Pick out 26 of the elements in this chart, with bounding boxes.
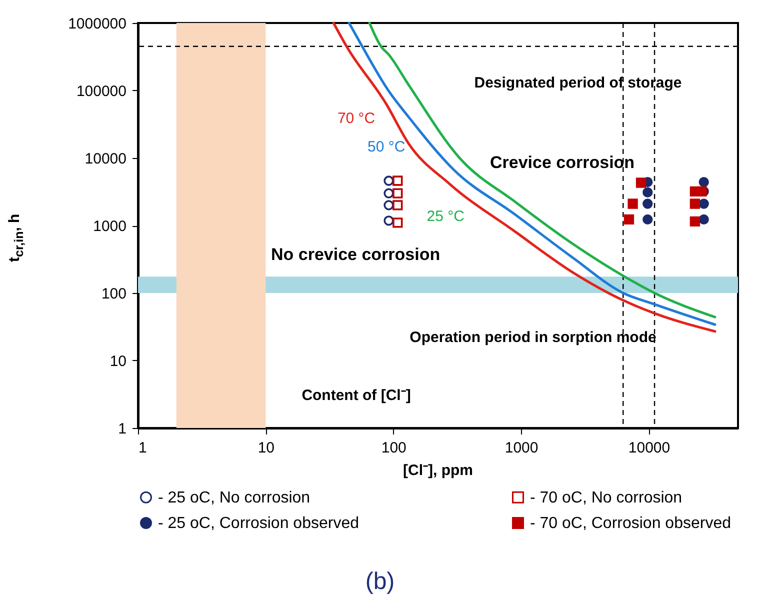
x-tick-label: 1000 [504,440,538,456]
y-tick-label: 100000 [76,83,126,100]
x-tick-label: 1 [138,440,147,456]
ref-line-label: Designated period of storage [474,74,682,92]
y-tick-label: 1 [118,420,126,438]
annotation: No crevice corrosion [271,245,440,264]
band-label: Operation period in sorption mode [410,329,656,346]
y-tick-label: 10 [110,353,126,370]
x-axis-title: [Cl⁻], ppm [403,462,473,479]
legend-label: - 25 oC, No corrosion [158,489,310,506]
x-tick-label: 10 [258,440,275,456]
legend-label: - 70 oC, Corrosion observed [530,515,731,532]
x-tick-label: 10000 [628,440,670,456]
legend-label: - 25 oC, Corrosion observed [158,515,359,532]
text: 25 °C [426,208,465,225]
annotation: Crevice corrosion [490,153,635,172]
series-label: 50 °C [368,138,406,156]
y-tick-label: 1000 [93,218,126,235]
band-label: Content of [Cl⁻] [302,387,411,404]
text: (b) [364,568,396,596]
y-tick-label: 1000000 [68,16,126,32]
legend-label: - 70 oC, No corrosion [530,489,682,506]
x-tick-label: 100 [381,440,406,456]
y-tick-label: 100 [101,286,126,302]
series-label: 70 °C [337,110,376,128]
y-tick-label: 10000 [84,150,126,168]
